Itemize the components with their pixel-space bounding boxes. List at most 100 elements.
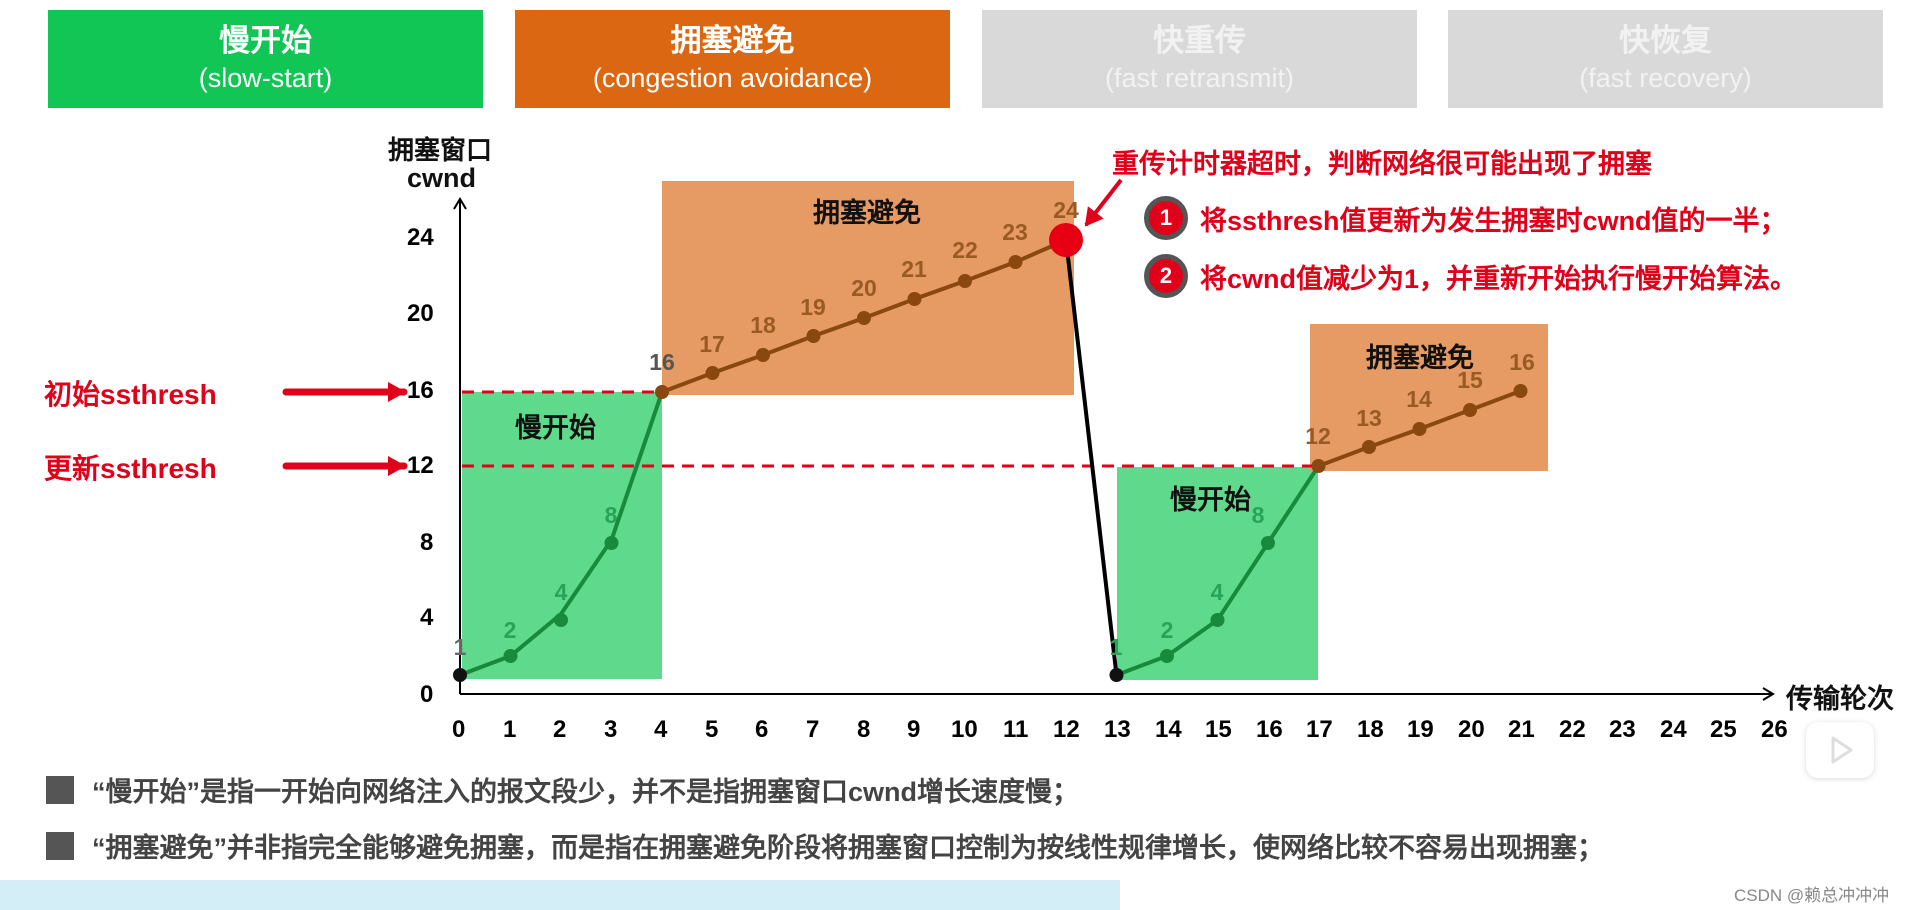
svg-text:15: 15	[1457, 367, 1483, 393]
play-icon	[1831, 736, 1853, 764]
svg-text:21: 21	[901, 256, 927, 282]
x-tick-row: 0 1 2 3 4 5 6 7 8 9 10 11 12 13 14 15 16…	[0, 716, 1920, 746]
timeout-callout-title: 重传计时器超时，判断网络很可能出现了拥塞	[1112, 149, 1652, 179]
x-axis-label: 传输轮次	[1786, 684, 1894, 714]
x-tick: 24	[1660, 716, 1687, 743]
note-slow-start: “慢开始”是指一开始向网络注入的报文段少，并不是指拥塞窗口cwnd增长速度慢；	[46, 770, 1079, 809]
phase-fast-retransmit: 快重传 (fast retransmit)	[982, 10, 1417, 108]
x-tick: 6	[755, 716, 769, 743]
slow-start-region-2	[1117, 467, 1318, 680]
svg-text:2: 2	[504, 617, 517, 643]
callout-step-2: 2 将cwnd值减少为1，并重新开始执行慢开始算法。	[1144, 254, 1797, 298]
phase-title-en: (fast retransmit)	[1104, 63, 1295, 93]
note-text: “拥塞避免”并非指完全能够避免拥塞，而是指在拥塞避免阶段将拥塞窗口控制为按线性规…	[92, 833, 1604, 863]
svg-text:1: 1	[454, 634, 467, 660]
note-congestion-avoidance: “拥塞避免”并非指完全能够避免拥塞，而是指在拥塞避免阶段将拥塞窗口控制为按线性规…	[46, 826, 1604, 865]
svg-text:16: 16	[649, 349, 675, 375]
y-tick: 24	[407, 224, 434, 251]
y-tick: 20	[407, 300, 434, 327]
y-tick: 16	[407, 377, 434, 404]
video-play-button[interactable]	[1806, 722, 1874, 778]
cong-avoid-region-label-1: 拥塞避免	[813, 198, 921, 228]
decorative-wave	[0, 880, 1120, 910]
y-axis-label-en: cwnd	[407, 163, 477, 193]
slow-start-region-1	[462, 392, 662, 679]
x-tick: 17	[1306, 716, 1333, 743]
svg-text:24: 24	[1053, 197, 1079, 223]
cong-avoid-region-1	[662, 181, 1074, 395]
svg-text:20: 20	[851, 275, 877, 301]
svg-text:16: 16	[1509, 349, 1535, 375]
x-tick: 7	[806, 716, 820, 743]
x-tick: 10	[951, 716, 978, 743]
updated-ssthresh-label: 更新ssthresh	[44, 453, 217, 484]
x-tick: 8	[857, 716, 871, 743]
x-tick: 11	[1003, 716, 1029, 743]
bullet-square-icon	[46, 831, 74, 860]
svg-text:2: 2	[1161, 617, 1174, 643]
x-tick: 5	[705, 716, 719, 743]
x-tick: 22	[1559, 716, 1586, 743]
initial-ssthresh-label: 初始ssthresh	[44, 379, 217, 410]
y-axis-label-cn: 拥塞窗口	[388, 135, 493, 165]
callout-step-1: 1 将ssthresh值更新为发生拥塞时cwnd值的一半；	[1144, 196, 1787, 240]
x-tick: 18	[1357, 716, 1384, 743]
slow-start-region-label-2: 慢开始	[1170, 485, 1251, 515]
phase-title-cn: 慢开始	[219, 23, 312, 58]
x-tick: 23	[1609, 716, 1636, 743]
x-tick: 19	[1407, 716, 1434, 743]
y-tick: 12	[407, 452, 434, 479]
svg-text:8: 8	[605, 502, 618, 528]
x-tick: 20	[1458, 716, 1485, 743]
phase-title-en: (slow-start)	[198, 63, 333, 93]
data-points	[453, 223, 1528, 682]
x-tick: 0	[452, 716, 466, 743]
x-tick: 13	[1104, 716, 1131, 743]
phase-title-cn: 快恢复	[1619, 23, 1712, 58]
x-tick: 15	[1205, 716, 1232, 743]
svg-text:12: 12	[1305, 423, 1331, 449]
phase-slow-start: 慢开始 (slow-start)	[48, 10, 483, 108]
x-tick: 14	[1155, 716, 1182, 743]
x-tick: 1	[503, 716, 517, 743]
step-number-badge: 1	[1144, 196, 1188, 240]
y-tick: 4	[420, 604, 434, 631]
x-tick: 4	[654, 716, 668, 743]
note-text: “慢开始”是指一开始向网络注入的报文段少，并不是指拥塞窗口cwnd增长速度慢；	[92, 777, 1080, 807]
svg-text:4: 4	[555, 579, 568, 605]
x-tick: 9	[907, 716, 921, 743]
phase-title-en: (fast recovery)	[1579, 63, 1752, 93]
svg-text:23: 23	[1002, 219, 1028, 245]
phase-congestion-avoidance: 拥塞避免 (congestion avoidance)	[515, 10, 950, 108]
svg-text:4: 4	[1211, 579, 1224, 605]
x-tick: 16	[1256, 716, 1283, 743]
step-number-badge: 2	[1144, 254, 1188, 298]
timeout-point	[1049, 223, 1083, 257]
x-tick: 26	[1761, 716, 1788, 743]
svg-text:18: 18	[750, 312, 776, 338]
phase-fast-recovery: 快恢复 (fast recovery)	[1448, 10, 1883, 108]
x-tick: 2	[553, 716, 567, 743]
phase-title-cn: 拥塞避免	[670, 23, 795, 58]
y-tick: 0	[420, 681, 434, 708]
timeout-drop-line	[1064, 239, 1119, 676]
step-text: 将cwnd值减少为1，并重新开始执行慢开始算法。	[1200, 263, 1798, 294]
phase-title-en: (congestion avoidance)	[592, 63, 873, 93]
svg-text:22: 22	[952, 237, 978, 263]
x-tick: 25	[1710, 716, 1737, 743]
svg-text:13: 13	[1356, 405, 1382, 431]
callout-arrow	[1084, 178, 1123, 227]
x-tick: 3	[604, 716, 618, 743]
phase-title-cn: 快重传	[1153, 23, 1246, 58]
svg-text:14: 14	[1406, 386, 1432, 412]
bullet-square-icon	[46, 775, 74, 804]
x-tick: 21	[1508, 716, 1535, 743]
step-text: 将ssthresh值更新为发生拥塞时cwnd值的一半；	[1200, 205, 1787, 236]
x-tick: 12	[1053, 716, 1080, 743]
svg-text:19: 19	[800, 294, 826, 320]
point-labels: 1 2 4 8 16 17 18 19 20 21 22 23 24 1 2 4…	[454, 197, 1535, 660]
slow-start-region-label-1: 慢开始	[515, 413, 596, 443]
svg-text:8: 8	[1252, 502, 1265, 528]
watermark: CSDN @赖总冲冲冲	[1734, 886, 1890, 905]
